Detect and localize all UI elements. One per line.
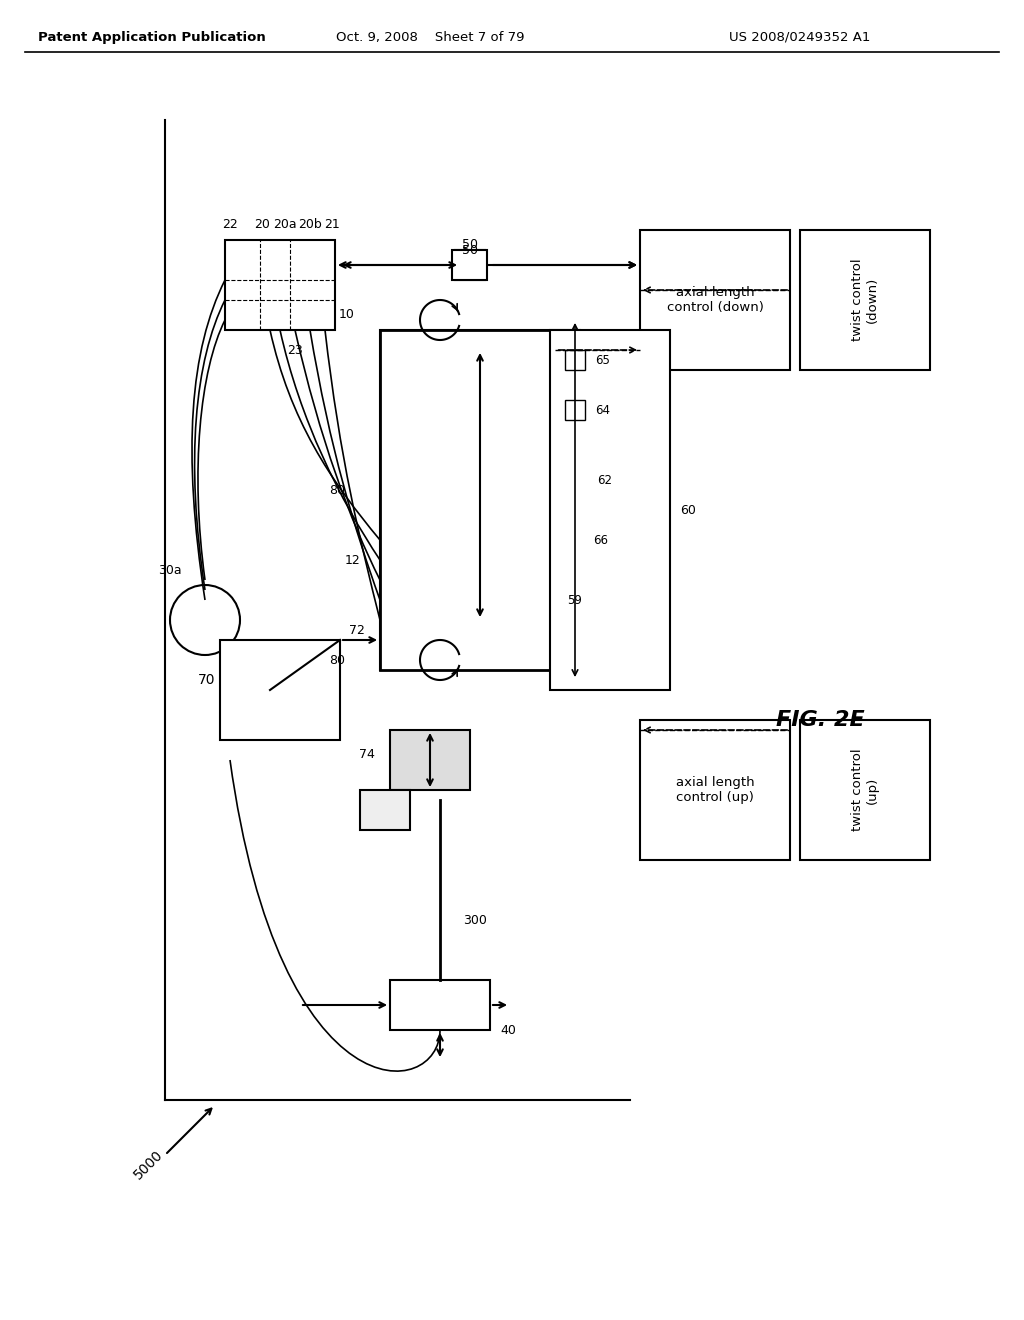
Text: 20a: 20a — [273, 219, 297, 231]
Text: FIG. 2E: FIG. 2E — [775, 710, 864, 730]
Text: 64: 64 — [595, 404, 610, 417]
Text: 20b: 20b — [298, 219, 322, 231]
Bar — [640, 230, 790, 370]
Bar — [800, 230, 930, 370]
Bar — [455, 249, 485, 280]
Bar — [220, 640, 340, 741]
Text: 30a: 30a — [158, 564, 182, 577]
Text: 10: 10 — [339, 309, 355, 322]
Text: Oct. 9, 2008    Sheet 7 of 79: Oct. 9, 2008 Sheet 7 of 79 — [336, 30, 524, 44]
Text: Patent Application Publication: Patent Application Publication — [38, 30, 266, 44]
Bar — [565, 350, 585, 370]
Text: 74: 74 — [359, 748, 375, 762]
Bar — [360, 789, 410, 830]
Text: US 2008/0249352 A1: US 2008/0249352 A1 — [729, 30, 870, 44]
Text: 65: 65 — [595, 354, 610, 367]
Text: 12: 12 — [344, 553, 360, 566]
Text: 66: 66 — [593, 533, 608, 546]
Text: 80: 80 — [329, 653, 345, 667]
Bar — [225, 240, 335, 330]
Text: axial length
control (down): axial length control (down) — [667, 286, 764, 314]
Text: 80: 80 — [329, 483, 345, 496]
Bar — [640, 719, 790, 861]
Text: 5000: 5000 — [131, 1147, 165, 1183]
Bar — [452, 249, 487, 280]
Bar — [390, 979, 490, 1030]
Text: 23: 23 — [287, 343, 303, 356]
Bar — [390, 730, 470, 789]
Text: 70: 70 — [198, 673, 215, 686]
Text: twist control
(up): twist control (up) — [851, 748, 879, 832]
Text: 40: 40 — [500, 1023, 516, 1036]
Bar — [230, 290, 260, 319]
Text: axial length
control (up): axial length control (up) — [676, 776, 755, 804]
Text: 22: 22 — [222, 219, 238, 231]
Text: 72: 72 — [349, 623, 365, 636]
Text: 20: 20 — [254, 219, 270, 231]
Bar — [563, 528, 585, 550]
Bar — [380, 330, 580, 671]
Text: 50: 50 — [462, 239, 478, 252]
Text: 59: 59 — [567, 594, 583, 606]
Text: 300: 300 — [463, 913, 487, 927]
Text: twist control
(down): twist control (down) — [851, 259, 879, 342]
Text: 21: 21 — [325, 219, 340, 231]
Text: 50: 50 — [462, 243, 478, 256]
Bar — [380, 330, 580, 671]
Bar — [800, 719, 930, 861]
Text: 60: 60 — [680, 503, 696, 516]
Bar — [550, 330, 670, 690]
Text: 62: 62 — [597, 474, 612, 487]
Bar — [565, 400, 585, 420]
